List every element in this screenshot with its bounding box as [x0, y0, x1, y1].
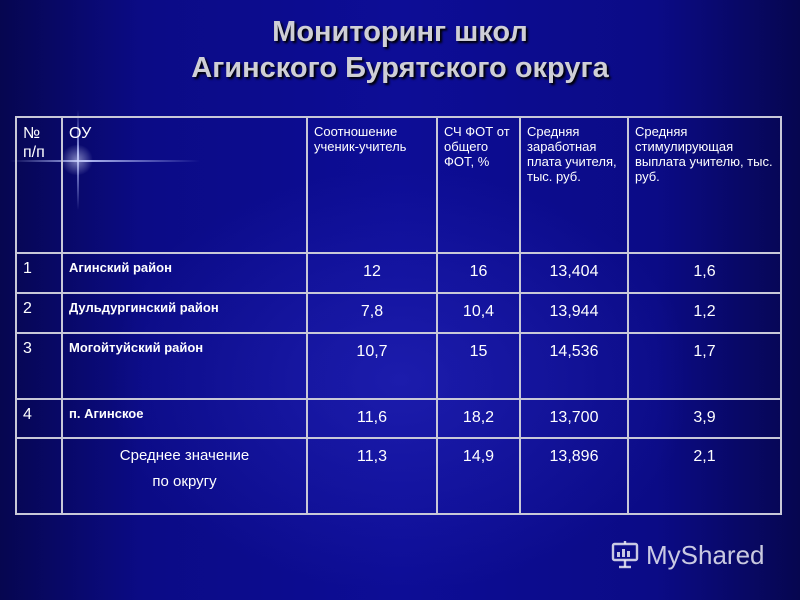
row-bonus: 1,6 — [627, 252, 782, 294]
table-row: 2 Дульдургинский район 7,8 10,4 13,944 1… — [15, 292, 782, 334]
header-fot: СЧ ФОТ от общего ФОТ, % — [436, 116, 521, 254]
row-ratio: 12 — [306, 252, 438, 294]
row-fot: 18,2 — [436, 398, 521, 439]
average-label-line-2: по округу — [152, 473, 217, 490]
average-salary: 13,896 — [519, 437, 629, 515]
monitoring-table: № п/п ОУ Соотношение ученик-учитель СЧ Ф… — [15, 116, 782, 515]
row-org: п. Агинское — [61, 398, 308, 439]
row-ratio: 7,8 — [306, 292, 438, 334]
row-org: Могойтуйский район — [61, 332, 308, 400]
row-number: 4 — [15, 398, 63, 439]
table-header-row: № п/п ОУ Соотношение ученик-учитель СЧ Ф… — [15, 116, 782, 254]
watermark-text: MyShared — [646, 539, 765, 570]
average-number-cell — [15, 437, 63, 515]
row-number: 3 — [15, 332, 63, 400]
table-row: 3 Могойтуйский район 10,7 15 14,536 1,7 — [15, 332, 782, 400]
row-fot: 10,4 — [436, 292, 521, 334]
row-fot: 15 — [436, 332, 521, 400]
row-bonus: 3,9 — [627, 398, 782, 439]
header-number-symbol: № — [23, 125, 41, 142]
row-bonus: 1,7 — [627, 332, 782, 400]
myshared-watermark[interactable]: MyShared — [610, 537, 765, 573]
header-number-abbr: п/п — [23, 144, 45, 161]
average-label: Среднее значение по округу — [61, 437, 308, 515]
row-number: 2 — [15, 292, 63, 334]
table-row-average: Среднее значение по округу 11,3 14,9 13,… — [15, 437, 782, 515]
table-row: 4 п. Агинское 11,6 18,2 13,700 3,9 — [15, 398, 782, 439]
header-number: № п/п — [15, 116, 63, 254]
title-line-1: Мониторинг школ — [272, 16, 528, 48]
row-salary: 13,700 — [519, 398, 629, 439]
header-ratio: Соотношение ученик-учитель — [306, 116, 438, 254]
average-ratio: 11,3 — [306, 437, 438, 515]
average-bonus: 2,1 — [627, 437, 782, 515]
row-number: 1 — [15, 252, 63, 294]
row-salary: 13,404 — [519, 252, 629, 294]
average-fot: 14,9 — [436, 437, 521, 515]
table-row: 1 Агинский район 12 16 13,404 1,6 — [15, 252, 782, 294]
average-label-line-1: Среднее значение — [119, 447, 250, 464]
row-salary: 13,944 — [519, 292, 629, 334]
row-ratio: 10,7 — [306, 332, 438, 400]
row-org: Дульдургинский район — [61, 292, 308, 334]
row-org: Агинский район — [61, 252, 308, 294]
row-ratio: 11,6 — [306, 398, 438, 439]
row-fot: 16 — [436, 252, 521, 294]
header-salary: Средняя заработная плата учителя, тыс. р… — [519, 116, 629, 254]
row-salary: 14,536 — [519, 332, 629, 400]
header-org: ОУ — [61, 116, 308, 254]
presentation-board-icon — [611, 541, 639, 569]
title-line-2: Агинского Бурятского округа — [191, 52, 609, 84]
header-bonus: Средняя стимулирующая выплата учителю, т… — [627, 116, 782, 254]
slide-title: Мониторинг школ Агинского Бурятского окр… — [0, 14, 800, 86]
row-bonus: 1,2 — [627, 292, 782, 334]
